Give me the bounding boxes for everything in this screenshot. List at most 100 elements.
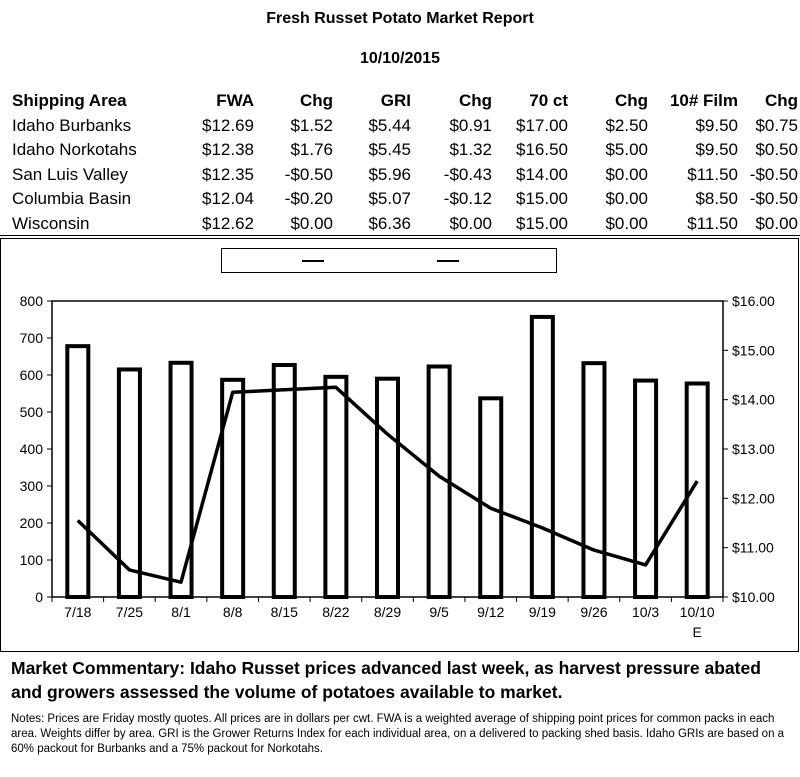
right-axis-tick-label: $16.00 [732,293,775,309]
x-axis-tick-label: 8/22 [322,604,349,620]
right-axis-tick-label: $13.00 [732,441,775,457]
cell-film-chg: $0.75 [755,115,798,135]
right-axis-tick-label: $15.00 [732,342,775,358]
header-10lb-film: 10# Film [669,91,738,110]
x-axis-tick-label: 7/25 [116,604,143,620]
cell-70ct-chg: $0.00 [605,164,648,184]
cell-gri-chg: $0.00 [449,213,492,233]
x-axis-tick-label: 9/5 [429,604,449,620]
cell-film: $9.50 [695,115,738,135]
right-axis-tick-label: $11.00 [732,540,774,556]
cell-gri-chg: -$0.12 [443,189,492,208]
bar [633,378,659,599]
x-axis-tick-label: 8/15 [271,604,298,620]
cell-gri: $6.36 [368,213,411,233]
cell-fwa-chg: $1.76 [290,140,333,159]
cell-film: $8.50 [695,189,738,208]
cell-film-chg: -$0.50 [749,189,798,208]
table-row: San Luis Valley $12.35 -$0.50 $5.96 -$0.… [12,163,798,188]
table-row: Wisconsin $12.62 $0.00 $6.36 $0.00 $15.0… [12,212,798,237]
cell-film: $9.50 [695,140,738,159]
cell-film-chg: $0.50 [755,140,798,159]
cell-70ct-chg: $0.00 [605,189,648,208]
left-axis-tick-label: 200 [20,515,44,531]
cell-gri: $5.96 [368,164,411,184]
cell-film: $11.50 [687,164,738,184]
legend-line-marker [437,260,459,262]
bar [684,381,710,600]
cell-gri-chg: -$0.43 [443,164,492,184]
cell-70ct-chg: $5.00 [605,140,648,159]
cell-gri: $5.07 [368,189,411,208]
x-axis-tick-label: 10/3 [632,604,659,620]
bar [65,344,91,600]
left-axis-tick-label: 700 [20,330,44,346]
x-axis-tick-label: 10/10 [680,604,715,620]
report-title: Fresh Russet Potato Market Report [266,10,534,27]
price-line [76,385,699,584]
x-axis-tick-label: 7/18 [64,604,91,620]
market-table: Shipping Area FWA Chg GRI Chg 70 ct Chg … [12,89,798,236]
table-row: Idaho Burbanks $12.69 $1.52 $5.44 $0.91 … [12,114,798,139]
bar [323,374,349,599]
table-row: Columbia Basin $12.04 -$0.20 $5.07 -$0.1… [12,187,798,212]
header-shipping-area: Shipping Area [12,91,127,110]
cell-film: $11.50 [687,213,738,233]
bar [581,361,607,599]
cell-fwa-chg: $1.52 [290,115,333,135]
cell-fwa-chg: $0.00 [290,213,333,233]
cell-area: San Luis Valley [12,164,128,184]
cell-70ct: $14.00 [516,164,568,184]
bar [478,396,504,599]
cell-film-chg: $0.00 [755,213,798,233]
x-axis-tick-label: 8/29 [374,604,401,620]
bar [375,376,400,600]
cell-70ct: $15.00 [516,189,568,208]
left-axis-tick-label: 400 [20,441,44,457]
left-axis-tick-label: 300 [20,478,44,494]
report-notes: Notes: Prices are Friday mostly quotes. … [11,713,785,755]
chart-legend [221,248,557,273]
market-commentary: Market Commentary: Idaho Russet prices a… [11,658,761,702]
header-gri-chg: Chg [458,91,492,110]
header-70ct: 70 ct [529,91,568,110]
x-axis-tick-label: 8/1 [171,604,191,620]
bar [116,367,142,600]
bar [168,360,194,600]
left-axis-tick-label: 600 [20,367,44,383]
right-axis-tick-label: $12.00 [732,490,775,506]
cell-fwa: $12.62 [202,213,254,233]
cell-fwa-chg: -$0.20 [284,189,333,208]
cell-film-chg: -$0.50 [749,164,798,184]
header-10lb-film-chg: Chg [764,91,798,110]
left-axis-tick-label: 100 [20,552,44,568]
cell-70ct: $16.50 [516,140,568,159]
cell-fwa: $12.04 [202,189,254,208]
right-axis-tick-label: $10.00 [732,589,775,605]
chart-frame [0,238,799,652]
cell-area: Wisconsin [12,213,90,233]
cell-fwa: $12.38 [202,140,254,159]
header-fwa: FWA [216,91,254,110]
left-axis-tick-label: 800 [20,293,44,309]
cell-fwa-chg: -$0.50 [284,164,333,184]
table-bottom-rule [0,235,800,236]
cell-gri: $5.45 [368,140,411,159]
bar [271,363,297,600]
cell-70ct-chg: $2.50 [605,115,648,135]
x-axis-tick-label: 8/8 [223,604,243,620]
x-axis-tick-label: 9/12 [477,604,504,620]
right-axis-tick-label: $14.00 [732,392,775,408]
left-axis-tick-label: 500 [20,404,44,420]
header-70ct-chg: Chg [614,91,648,110]
bar [529,314,555,599]
cell-70ct-chg: $0.00 [605,213,648,233]
report-date: 10/10/2015 [359,50,441,67]
header-fwa-chg: Chg [299,91,333,110]
cell-area: Idaho Burbanks [12,115,132,135]
x-axis-tick-label: 9/26 [580,604,607,620]
header-gri: GRI [380,91,411,110]
chart-svg: 0 100 200 300 400 500 600 700 800 $10.00 $11.00 $12… [20,293,775,640]
cell-70ct: $15.00 [516,213,568,233]
cell-gri: $5.44 [368,115,411,135]
